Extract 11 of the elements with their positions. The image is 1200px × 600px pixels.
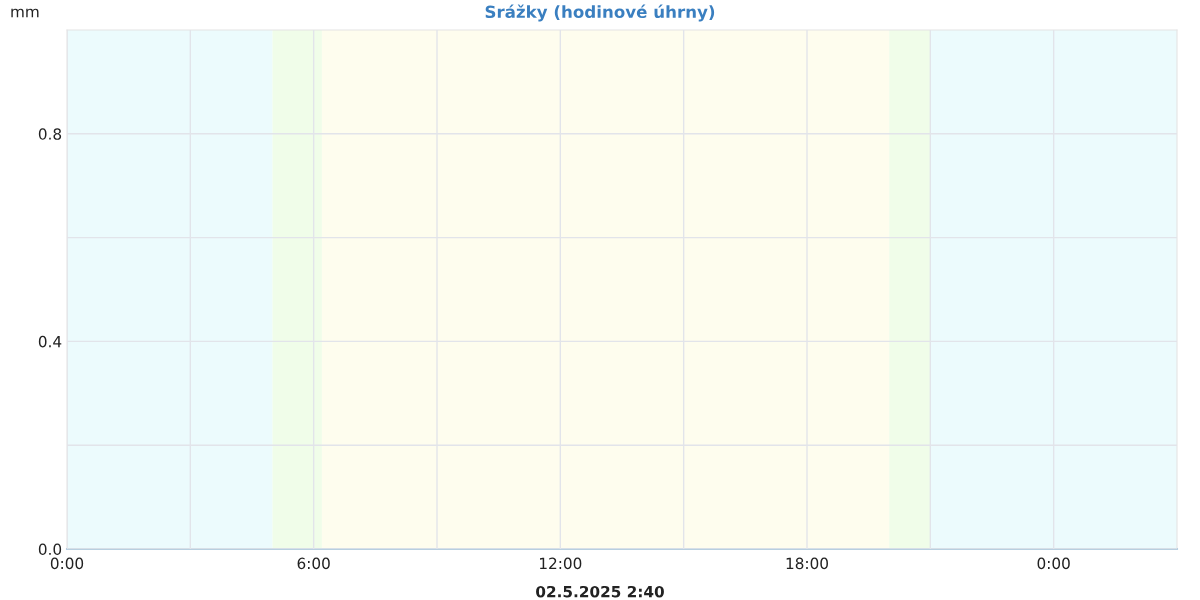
y-tick-label: 0.4	[38, 335, 62, 348]
x-tick-label: 0:00	[50, 557, 84, 570]
x-tick-label: 6:00	[297, 557, 330, 570]
x-tick-label: 12:00	[540, 557, 582, 570]
y-axis-title: mm	[11, 8, 39, 18]
x-tick-label: 0:00	[1037, 557, 1070, 570]
x-tick-label: 18:00	[786, 557, 828, 570]
x-axis-title: 02.5.2025 2:40	[536, 585, 664, 598]
y-tick-label: 0.8	[38, 128, 62, 140]
y-tick-label: 0.0	[38, 543, 62, 556]
chart-title: Srážky (hodinové úhrny)	[485, 4, 715, 22]
